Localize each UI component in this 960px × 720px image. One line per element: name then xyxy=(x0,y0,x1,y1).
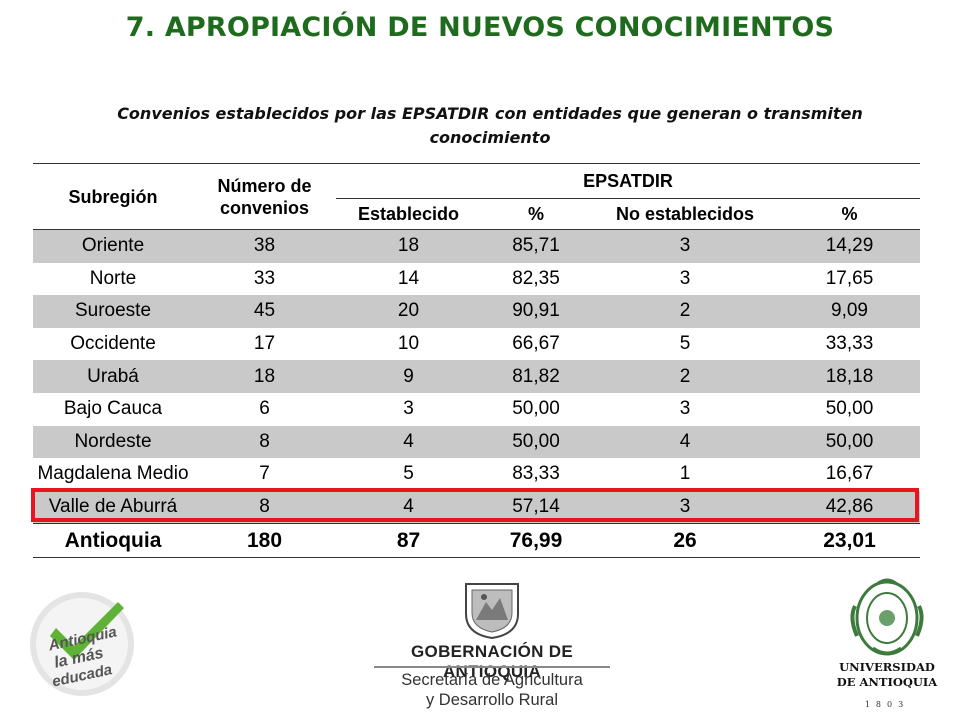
total-cell-convenios: 180 xyxy=(193,523,336,558)
cell-pct-establecido: 85,71 xyxy=(481,229,591,263)
gov-secretaria: Secretaría de Agricultura y Desarrollo R… xyxy=(372,670,612,710)
table-row: Suroeste 45 20 90,91 2 9,09 xyxy=(33,295,920,328)
cell-pct-establecido: 81,82 xyxy=(481,360,591,393)
cell-pct-no-establecidos: 9,09 xyxy=(779,295,920,328)
antioquia-educada-logo: Antioquia la más educada xyxy=(30,592,134,696)
cell-subregion: Oriente xyxy=(33,229,193,263)
cell-subregion: Suroeste xyxy=(33,295,193,328)
cell-establecido: 5 xyxy=(403,463,414,485)
cell-pct-no-establecidos: 33,33 xyxy=(825,333,874,355)
cell-no-establecidos: 3 xyxy=(591,229,779,263)
udea-name-line1: UNIVERSIDAD xyxy=(839,660,935,674)
cell-establecido: 4 xyxy=(336,425,481,459)
gobernacion-logo: GOBERNACIÓN DE ANTIOQUIA Secretaría de A… xyxy=(372,580,612,710)
cell-convenios: 7 xyxy=(259,463,270,485)
table-row: Occidente 17 10 66,67 5 33,33 xyxy=(33,328,920,361)
cell-subregion: Magdalena Medio xyxy=(37,463,189,485)
cell-pct-establecido: 66,67 xyxy=(512,333,560,355)
cell-pct-no-establecidos: 18,18 xyxy=(779,360,920,393)
highlight-box xyxy=(31,488,919,522)
cell-pct-establecido: 50,00 xyxy=(512,398,560,420)
cell-establecido: 14 xyxy=(397,267,420,289)
cell-no-establecidos: 3 xyxy=(679,398,691,420)
cell-establecido: 3 xyxy=(403,398,414,420)
gov-divider xyxy=(374,666,610,668)
udea-logo: UNIVERSIDAD DE ANTIOQUIA 1803 xyxy=(834,576,940,712)
cell-no-establecidos: 1 xyxy=(679,463,691,485)
table-body: Oriente 38 18 85,71 3 14,29 Norte 33 14 82,35 3 17,… xyxy=(33,229,920,558)
gov-secretaria-line1: Secretaría de Agricultura xyxy=(401,671,583,689)
table-row: Magdalena Medio 7 5 83,33 1 16,67 xyxy=(33,458,920,491)
udea-name: UNIVERSIDAD DE ANTIOQUIA xyxy=(834,660,940,690)
cell-subregion: Urabá xyxy=(33,360,193,393)
cell-pct-establecido: 82,35 xyxy=(512,267,560,289)
total-cell-pct-establecido: 76,99 xyxy=(481,523,591,558)
cell-no-establecidos: 5 xyxy=(679,333,691,355)
header-epsatdir: EPSATDIR xyxy=(336,163,920,199)
cell-pct-no-establecidos: 14,29 xyxy=(779,229,920,263)
cell-establecido: 9 xyxy=(336,360,481,393)
cell-subregion: Occidente xyxy=(70,333,156,355)
cell-pct-establecido: 83,33 xyxy=(512,463,560,485)
cell-convenios: 45 xyxy=(193,295,336,328)
cell-convenios: 6 xyxy=(259,398,270,420)
cell-pct-establecido: 50,00 xyxy=(481,425,591,459)
table-row: Oriente 38 18 85,71 3 14,29 xyxy=(33,229,920,263)
cell-no-establecidos: 4 xyxy=(591,425,779,459)
cell-establecido: 10 xyxy=(397,333,420,355)
cell-pct-establecido: 90,91 xyxy=(481,295,591,328)
cell-subregion: Bajo Cauca xyxy=(63,398,163,420)
cell-pct-no-establecidos: 17,65 xyxy=(825,267,874,289)
table-row: Urabá 18 9 81,82 2 18,18 xyxy=(33,360,920,393)
coat-of-arms-icon xyxy=(465,583,519,640)
cell-convenios: 38 xyxy=(193,229,336,263)
cell-subregion: Norte xyxy=(89,267,137,289)
table-caption: Convenios establecidos por las EPSATDIR … xyxy=(117,104,863,147)
cell-pct-no-establecidos: 50,00 xyxy=(825,398,874,420)
page-title: 7. APROPIACIÓN DE NUEVOS CONOCIMIENTOS xyxy=(125,12,835,43)
table-row: Nordeste 8 4 50,00 4 50,00 xyxy=(33,425,920,459)
cell-no-establecidos: 2 xyxy=(591,360,779,393)
table-row: Bajo Cauca 6 3 50,00 3 50,00 xyxy=(33,393,920,426)
cell-establecido: 20 xyxy=(336,295,481,328)
header-no-establecidos: No establecidos xyxy=(591,198,779,230)
table-row: Norte 33 14 82,35 3 17,65 xyxy=(33,263,920,296)
total-cell-no-establecidos: 26 xyxy=(591,523,779,558)
cell-no-establecidos: 2 xyxy=(591,295,779,328)
udea-name-line2: DE ANTIOQUIA xyxy=(836,675,938,689)
header-convenios: Número de convenios xyxy=(193,163,336,230)
cell-no-establecidos: 3 xyxy=(679,267,691,289)
udea-emblem-icon xyxy=(850,578,924,656)
total-cell-establecido: 87 xyxy=(336,523,481,558)
cell-convenios: 17 xyxy=(253,333,276,355)
total-cell-pct-no-establecidos: 23,01 xyxy=(779,523,920,558)
cell-establecido: 18 xyxy=(336,229,481,263)
cell-pct-no-establecidos: 16,67 xyxy=(825,463,874,485)
header-establecido: Establecido xyxy=(336,198,481,230)
header-pct-no-establecidos: % xyxy=(779,198,920,230)
udea-year: 1803 xyxy=(864,700,910,709)
header-pct-establecido: % xyxy=(481,198,591,230)
cell-convenios: 18 xyxy=(193,360,336,393)
convenios-table: Subregión Número de convenios EPSATDIR E… xyxy=(33,163,920,558)
cell-subregion: Nordeste xyxy=(33,425,193,459)
cell-convenios: 33 xyxy=(253,267,276,289)
cell-pct-no-establecidos: 50,00 xyxy=(779,425,920,459)
gov-secretaria-line2: y Desarrollo Rural xyxy=(425,691,559,709)
header-subregion: Subregión xyxy=(33,163,193,230)
cell-convenios: 8 xyxy=(193,425,336,459)
total-cell-subregion: Antioquia xyxy=(33,523,193,558)
total-row: Antioquia 180 87 76,99 26 23,01 xyxy=(33,523,920,558)
